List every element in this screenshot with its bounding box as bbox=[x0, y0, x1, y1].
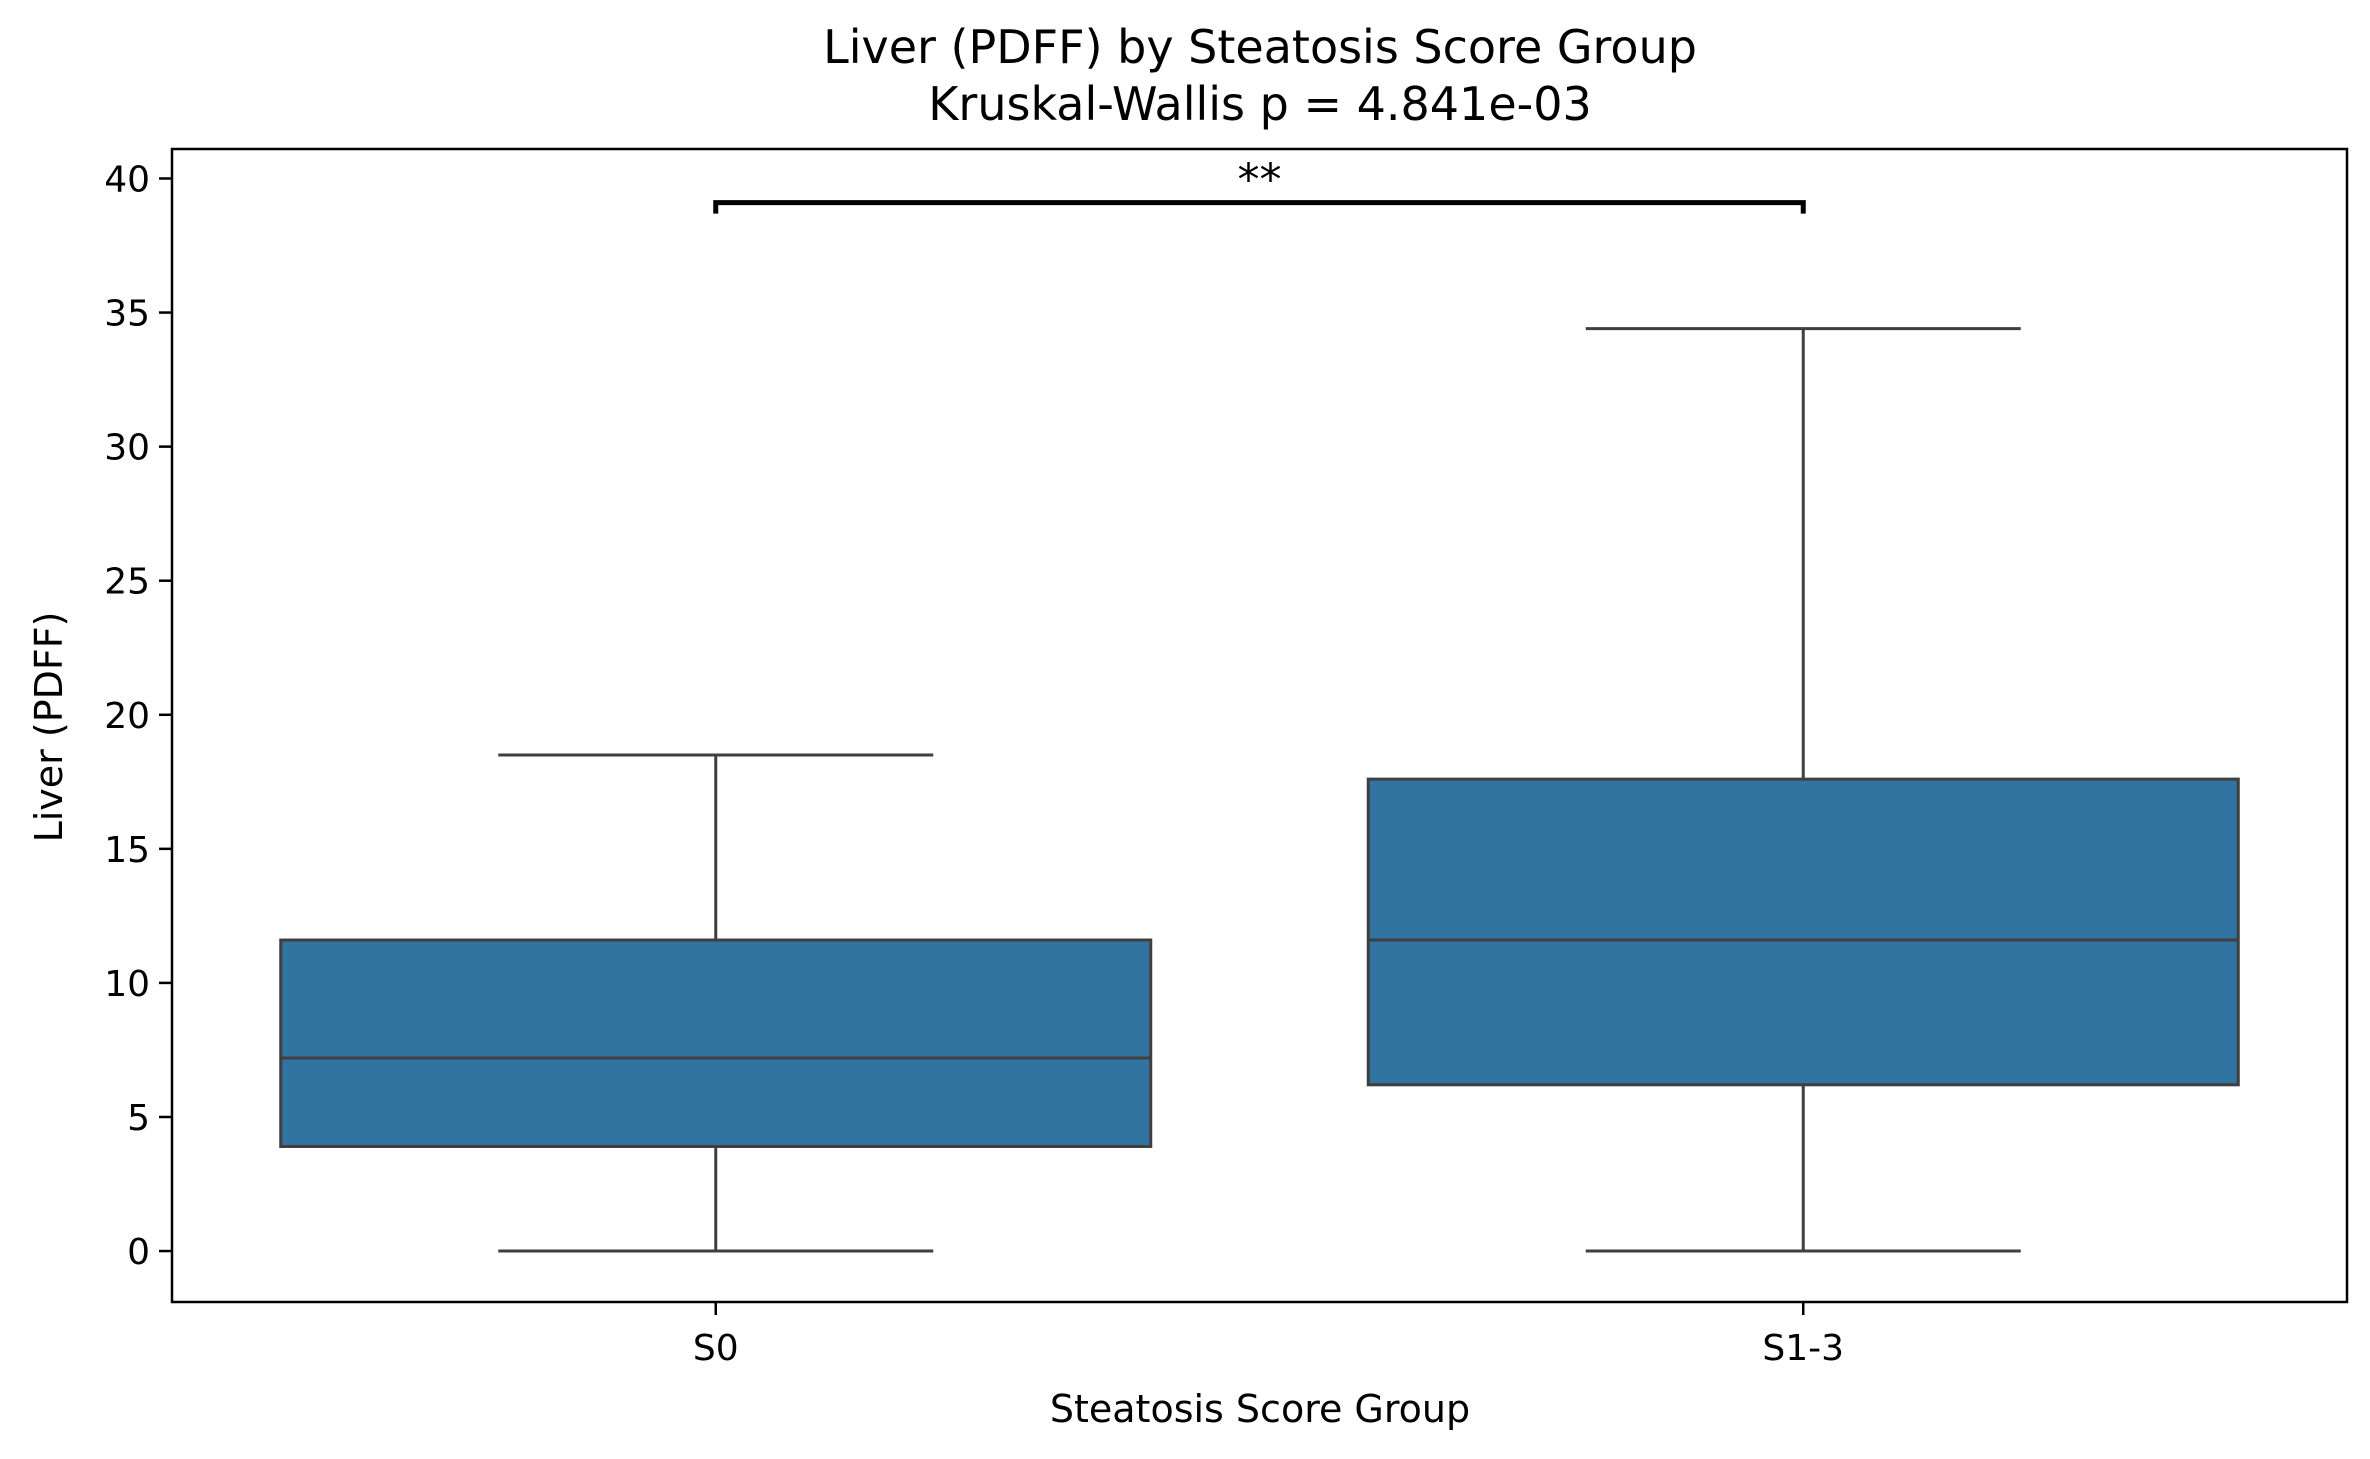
significance-bracket bbox=[713, 200, 1806, 214]
y-tick-label: 35 bbox=[104, 294, 150, 335]
box-iqr bbox=[1366, 777, 2240, 1087]
box-iqr bbox=[279, 938, 1153, 1148]
y-tick-label: 25 bbox=[104, 562, 150, 603]
x-axis-label: Steatosis Score Group bbox=[1050, 1387, 1470, 1431]
plot-area: 0 5 10 15 20 25 30 35 40 S0 S1-3 ** bbox=[104, 155, 2240, 1369]
y-tick-label: 5 bbox=[127, 1098, 150, 1139]
x-tick-label: S0 bbox=[693, 1328, 739, 1369]
x-tick-label: S1-3 bbox=[1762, 1328, 1844, 1369]
y-tick-label: 0 bbox=[127, 1232, 150, 1273]
chart-title: Liver (PDFF) by Steatosis Score Group bbox=[823, 20, 1697, 74]
significance-label: ** bbox=[1238, 155, 1282, 206]
chart-subtitle: Kruskal-Wallis p = 4.841e-03 bbox=[928, 77, 1592, 131]
y-axis-label: Liver (PDFF) bbox=[27, 612, 71, 843]
y-tick-label: 30 bbox=[104, 428, 150, 469]
y-tick-label: 15 bbox=[104, 830, 150, 871]
y-tick-label: 40 bbox=[104, 159, 150, 200]
y-tick-label: 20 bbox=[104, 696, 150, 737]
axes-frame bbox=[170, 147, 2349, 1304]
y-tick-label: 10 bbox=[104, 964, 150, 1005]
